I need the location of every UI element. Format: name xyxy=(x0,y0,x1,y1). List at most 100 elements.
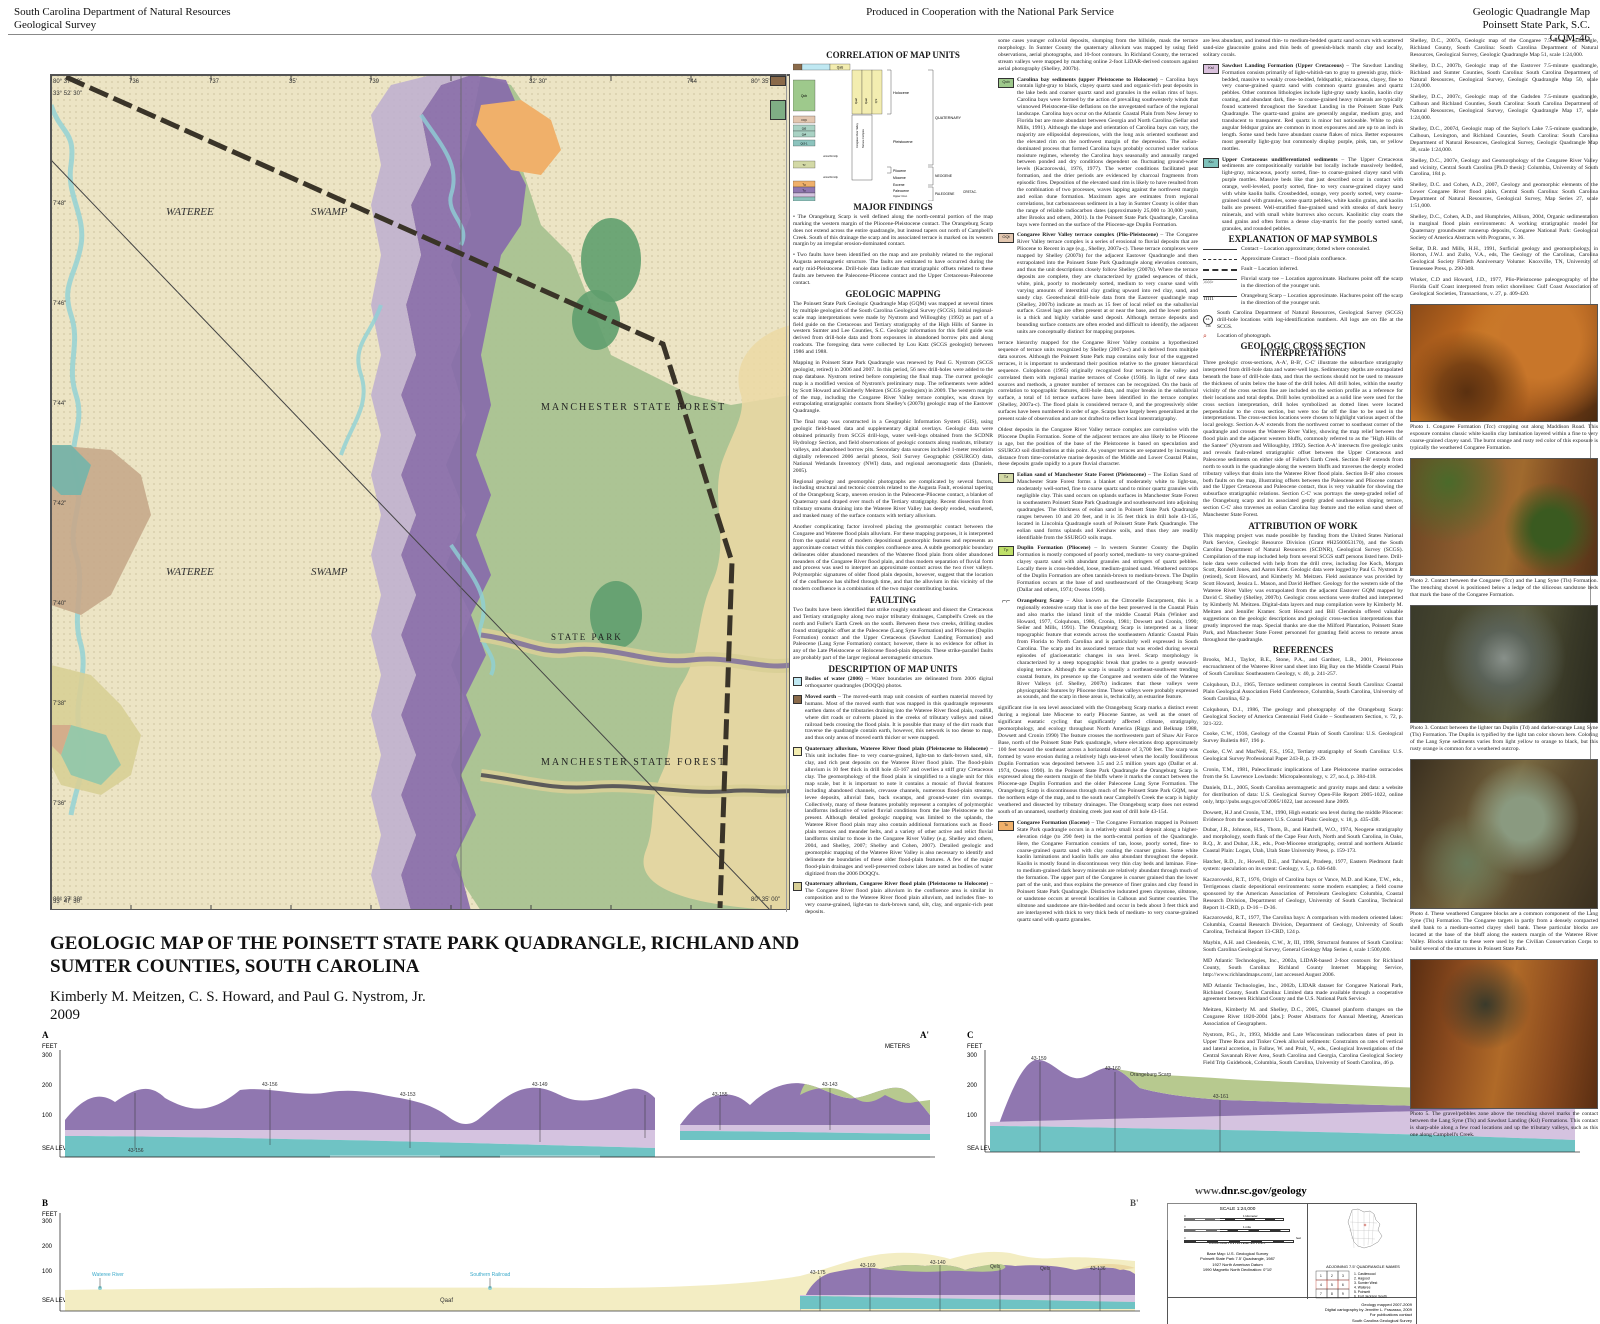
svg-text:Qels: Qels xyxy=(1040,1266,1051,1272)
svg-text:1: 1 xyxy=(1320,1274,1322,1278)
svg-text:2. Hagood: 2. Hagood xyxy=(1354,1277,1370,1281)
svg-text:300: 300 xyxy=(967,1053,978,1059)
svg-text:STATE PARK: STATE PARK xyxy=(551,632,623,642)
svg-text:7'44": 7'44" xyxy=(53,401,66,407)
svg-text:Qaaf: Qaaf xyxy=(854,98,858,104)
svg-text:unconformity: unconformity xyxy=(823,154,839,158)
svg-text:80° 37' 30": 80° 37' 30" xyxy=(53,897,82,903)
svg-text:300: 300 xyxy=(42,1053,53,1059)
svg-text:Tz: Tz xyxy=(802,163,806,167)
svg-text:MANCHESTER STATE FOREST: MANCHESTER STATE FOREST xyxy=(541,402,726,413)
svg-text:739: 739 xyxy=(369,79,380,85)
svg-text:Paleocene: Paleocene xyxy=(893,189,909,193)
svg-text:WATEREE: WATEREE xyxy=(166,566,214,578)
svg-text:MANCHESTER STATE FOREST: MANCHESTER STATE FOREST xyxy=(541,757,726,768)
svg-text:43-140: 43-140 xyxy=(930,1260,946,1266)
svg-text:Qt4: Qt4 xyxy=(802,132,807,136)
svg-text:3: 3 xyxy=(1342,1274,1344,1278)
svg-text:unconformity: unconformity xyxy=(823,175,839,179)
svg-text:737: 737 xyxy=(209,79,220,85)
svg-text:100: 100 xyxy=(42,1113,53,1119)
svg-text:Qaaf: Qaaf xyxy=(440,1298,453,1304)
svg-text:4. Wateree: 4. Wateree xyxy=(1354,1286,1371,1290)
svg-text:33° 52' 30": 33° 52' 30" xyxy=(53,91,82,97)
svg-text:7'40": 7'40" xyxy=(53,601,66,607)
svg-text:Qt5: Qt5 xyxy=(802,126,807,130)
svg-text:NEOGENE: NEOGENE xyxy=(935,174,953,178)
svg-text:5: 5 xyxy=(1331,1283,1333,1287)
svg-text:A: A xyxy=(42,1030,49,1040)
svg-text:Pliocene: Pliocene xyxy=(893,169,906,173)
svg-text:FEET: FEET xyxy=(967,1044,983,1050)
svg-text:1. Castlewood: 1. Castlewood xyxy=(1354,1272,1376,1276)
svg-text:FEET: FEET xyxy=(42,1212,58,1218)
svg-text:43-160: 43-160 xyxy=(1105,1066,1121,1072)
svg-text:Upper Cret.: Upper Cret. xyxy=(893,194,908,198)
svg-text:43-153: 43-153 xyxy=(400,1092,416,1098)
svg-text:736: 736 xyxy=(129,79,140,85)
svg-text:A': A' xyxy=(920,1030,929,1040)
svg-text:C: C xyxy=(967,1030,974,1040)
svg-text:80° 35' 00": 80° 35' 00" xyxy=(751,897,780,903)
svg-text:4: 4 xyxy=(1320,1283,1322,1287)
svg-text:43-155: 43-155 xyxy=(712,1092,728,1098)
svg-text:OQt: OQt xyxy=(801,118,807,122)
svg-text:200: 200 xyxy=(42,1244,53,1250)
svg-text:WATEREE: WATEREE xyxy=(166,206,214,218)
svg-text:7'42": 7'42" xyxy=(53,501,66,507)
svg-text:100: 100 xyxy=(967,1113,978,1119)
svg-text:3. Sumter West: 3. Sumter West xyxy=(1354,1281,1377,1285)
svg-text:QUATERNARY: QUATERNARY xyxy=(935,116,961,120)
svg-text:744: 744 xyxy=(687,79,698,85)
svg-text:CRETAC.: CRETAC. xyxy=(963,190,977,194)
svg-text:43-149: 43-149 xyxy=(532,1082,548,1088)
svg-text:Congaree River Valley: Congaree River Valley xyxy=(856,122,859,148)
svg-text:43-175: 43-175 xyxy=(810,1270,826,1276)
svg-text:32' 30": 32' 30" xyxy=(529,79,547,85)
svg-text:SWAMP: SWAMP xyxy=(311,206,348,218)
svg-text:Eocene: Eocene xyxy=(893,183,905,187)
svg-text:6: 6 xyxy=(1342,1283,1344,1287)
svg-text:7: 7 xyxy=(1320,1292,1322,1296)
svg-text:Qcb: Qcb xyxy=(801,94,807,98)
svg-text:Miocene: Miocene xyxy=(893,176,906,180)
svg-text:Holocene: Holocene xyxy=(893,91,909,95)
svg-text:7'36": 7'36" xyxy=(53,801,66,807)
svg-text:43-161: 43-161 xyxy=(1213,1094,1229,1100)
svg-text:200: 200 xyxy=(967,1083,978,1089)
svg-text:43-136: 43-136 xyxy=(1090,1266,1106,1272)
svg-text:Qht: Qht xyxy=(874,98,878,103)
svg-text:100: 100 xyxy=(42,1269,53,1275)
svg-text:Pleistocene: Pleistocene xyxy=(893,140,913,144)
svg-text:9: 9 xyxy=(1342,1292,1344,1296)
svg-text:Qt3-1: Qt3-1 xyxy=(801,141,808,145)
svg-text:200: 200 xyxy=(42,1083,53,1089)
svg-text:43-156: 43-156 xyxy=(128,1148,144,1154)
svg-text:B': B' xyxy=(1130,1198,1139,1208)
svg-text:B: B xyxy=(42,1198,48,1208)
svg-text:Orangeburg Scarp: Orangeburg Scarp xyxy=(1130,1072,1171,1078)
svg-text:7'48": 7'48" xyxy=(53,201,66,207)
svg-text:Qels: Qels xyxy=(990,1264,1001,1270)
svg-text:Qals: Qals xyxy=(837,65,844,69)
svg-text:Qaat: Qaat xyxy=(864,98,868,104)
svg-text:43-169: 43-169 xyxy=(860,1263,876,1269)
svg-text:43-143: 43-143 xyxy=(822,1082,838,1088)
svg-text:8: 8 xyxy=(1331,1292,1333,1296)
svg-text:43-159: 43-159 xyxy=(1031,1056,1047,1062)
svg-text:35': 35' xyxy=(289,79,297,85)
svg-text:Tu: Tu xyxy=(802,188,806,192)
svg-text:Terrace Complex: Terrace Complex xyxy=(862,128,865,148)
svg-text:FEET: FEET xyxy=(42,1044,58,1050)
svg-text:5. Poinsett: 5. Poinsett xyxy=(1354,1290,1370,1294)
svg-text:Southern Railroad: Southern Railroad xyxy=(470,1272,511,1278)
svg-text:Wateree River: Wateree River xyxy=(92,1272,124,1278)
svg-text:300: 300 xyxy=(42,1219,53,1225)
svg-text:2: 2 xyxy=(1331,1274,1333,1278)
svg-text:PALEOGENE: PALEOGENE xyxy=(935,192,954,196)
svg-text:7'46": 7'46" xyxy=(53,301,66,307)
svg-text:Tg: Tg xyxy=(802,182,806,186)
svg-text:METERS: METERS xyxy=(885,1044,910,1050)
svg-text:SWAMP: SWAMP xyxy=(311,566,348,578)
svg-text:7'38": 7'38" xyxy=(53,701,66,707)
